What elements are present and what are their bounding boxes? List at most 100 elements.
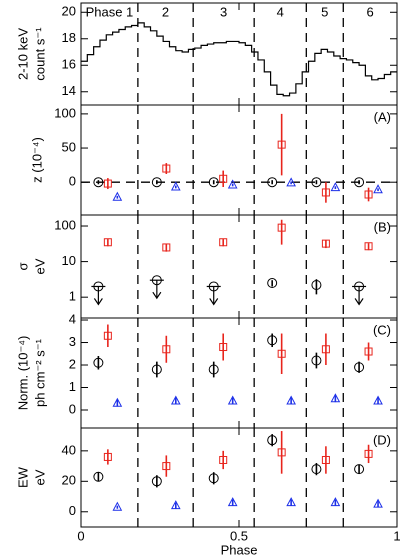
circle-marker [267, 335, 278, 346]
y-tick-label: 14 [62, 83, 76, 98]
triangle-marker [170, 181, 181, 191]
square-marker [321, 345, 330, 354]
circle-marker [267, 435, 278, 446]
panel-frame [80, 317, 398, 429]
square-marker [103, 179, 112, 188]
triangle-marker [373, 184, 383, 194]
circle-marker [93, 357, 104, 368]
circle-marker [354, 464, 365, 475]
circle-marker [311, 177, 322, 188]
light-curve [81, 22, 397, 97]
square-marker [219, 343, 228, 352]
circle-marker [151, 364, 162, 375]
square-marker [277, 223, 286, 232]
x-axis-label: Phase [221, 542, 258, 557]
circle-marker [354, 281, 365, 292]
circle-marker [208, 473, 219, 484]
circle-marker [311, 355, 322, 366]
triangle-marker [170, 395, 181, 405]
panel-label: (A) [374, 109, 391, 124]
circle-marker [208, 281, 219, 292]
triangle-marker [112, 501, 123, 511]
upper-limit-head [152, 291, 162, 300]
phase-label: 6 [367, 4, 374, 19]
phase-label: Phase 1 [86, 4, 134, 19]
y-tick-label: 1 [69, 379, 76, 394]
phase-label: 3 [220, 4, 227, 19]
square-marker [321, 455, 330, 464]
circle-marker [93, 471, 104, 482]
y-tick-label: 1 [69, 289, 76, 304]
phase-label: 4 [277, 4, 284, 19]
y-tick-label: 40 [62, 442, 76, 457]
plot-area [81, 22, 397, 97]
circle-marker [151, 476, 162, 487]
panel-label: (B) [374, 219, 391, 234]
triangle-marker [227, 395, 238, 405]
plot-area [93, 324, 383, 407]
square-marker [219, 455, 228, 464]
y-tick-label: 4 [69, 311, 76, 326]
circle-marker [93, 281, 104, 292]
y-tick-label: 0 [69, 174, 76, 189]
triangle-marker [330, 497, 341, 507]
y-tick-label: 16 [62, 57, 76, 72]
triangle-marker [112, 397, 123, 407]
triangle-marker [286, 395, 296, 405]
y-axis-label: σ [15, 262, 30, 270]
square-marker [162, 243, 171, 252]
circle-marker [267, 278, 278, 289]
circle-marker [208, 364, 219, 375]
triangle-marker [330, 182, 341, 192]
y-tick-label: 20 [62, 4, 76, 19]
square-marker [364, 449, 373, 458]
y-axis-label: 2-10 keV [15, 28, 30, 80]
y-tick-label: 100 [54, 105, 76, 120]
square-marker [219, 174, 228, 183]
square-marker [219, 238, 228, 247]
y-tick-label: 50 [62, 139, 76, 154]
y-axis-label: eV [32, 469, 47, 485]
circle-marker [267, 177, 278, 188]
y-tick-label: 0 [69, 401, 76, 416]
upper-limit-head [209, 298, 219, 306]
upper-limit-head [354, 298, 364, 306]
circle-marker [93, 177, 104, 188]
square-marker [277, 349, 286, 358]
y-axis-label: Norm. (10⁻⁴) [15, 336, 30, 411]
upper-limit-head [93, 298, 103, 306]
triangle-marker [330, 393, 341, 403]
triangle-marker [373, 395, 383, 405]
square-marker [162, 462, 171, 471]
phase-label: 5 [321, 4, 328, 19]
square-marker [162, 345, 171, 354]
circle-marker [354, 362, 365, 373]
triangle-marker [286, 497, 296, 507]
square-marker [321, 239, 330, 248]
triangle-marker [286, 177, 296, 187]
panel-frame [80, 427, 398, 528]
square-marker [277, 448, 286, 457]
square-marker [364, 347, 373, 356]
square-marker [103, 331, 112, 340]
phase-label: 2 [162, 4, 169, 19]
triangle-marker [227, 497, 238, 507]
y-axis-label: EW [15, 466, 30, 488]
y-tick-label: 10 [62, 253, 76, 268]
square-marker [103, 452, 112, 461]
plot-area [81, 113, 397, 203]
panel-label: (D) [373, 432, 391, 447]
y-tick-label: 100 [54, 217, 76, 232]
triangle-marker [373, 498, 383, 508]
y-tick-label: 18 [62, 30, 76, 45]
plot-area [91, 219, 373, 306]
circle-marker [151, 275, 162, 286]
square-marker [321, 188, 330, 197]
y-axis-label: ph cm⁻² s⁻¹ [32, 338, 47, 407]
triangle-marker [112, 191, 123, 201]
panel-label: (C) [373, 322, 391, 337]
square-marker [277, 140, 286, 149]
panel-frame [80, 214, 398, 319]
x-tick-label: 1 [393, 528, 400, 543]
